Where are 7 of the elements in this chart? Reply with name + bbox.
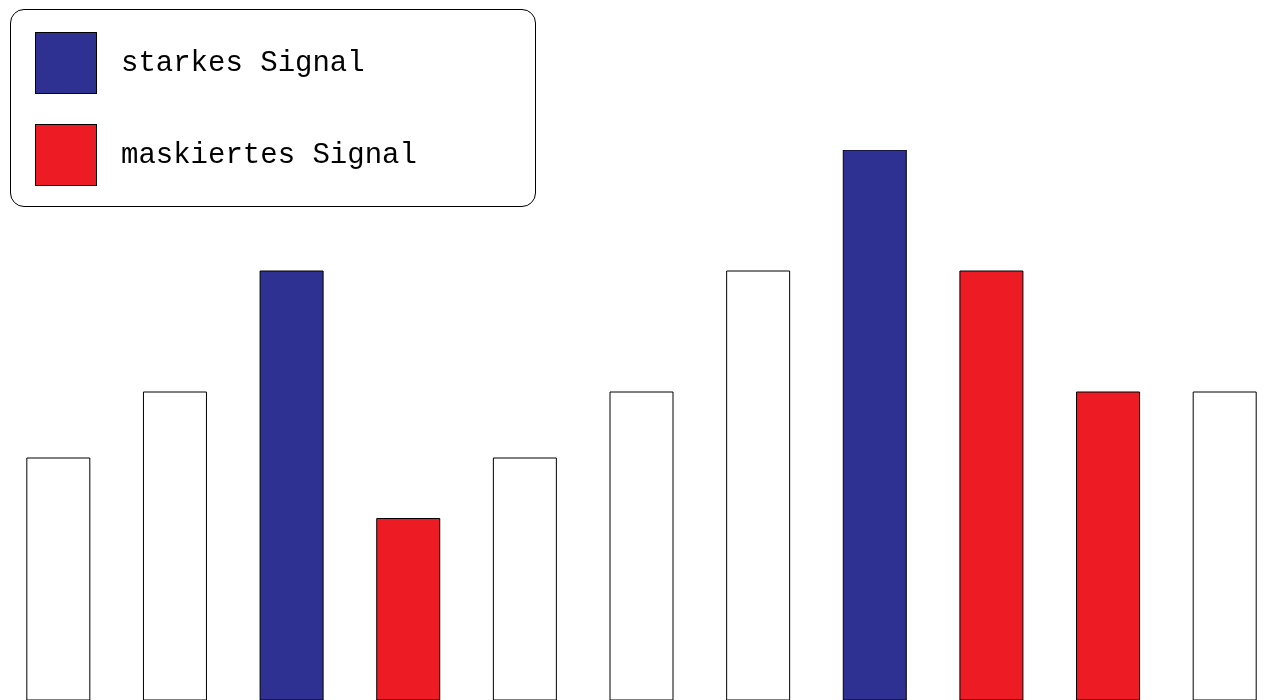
bar <box>259 270 324 700</box>
bar <box>1076 391 1141 700</box>
legend-label: starkes Signal <box>121 46 365 80</box>
bar <box>959 270 1024 700</box>
legend-label: maskiertes Signal <box>121 138 417 172</box>
bar <box>842 150 907 700</box>
bar <box>376 518 441 700</box>
